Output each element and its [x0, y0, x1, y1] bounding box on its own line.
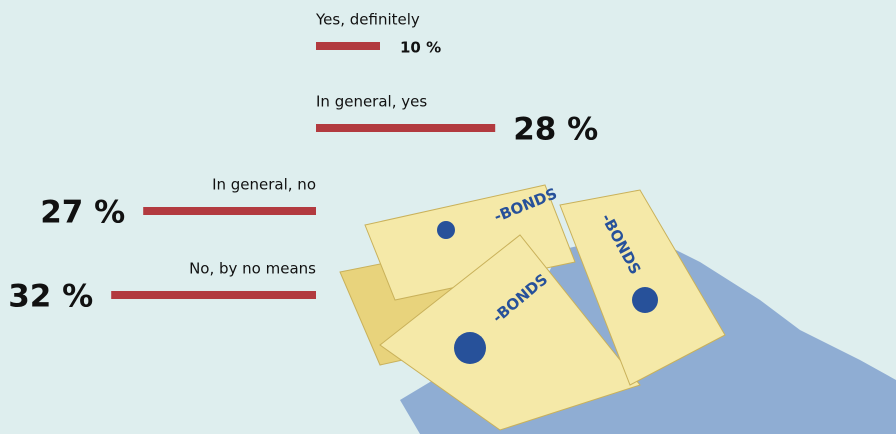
value-label: 27 % — [40, 195, 125, 231]
bar — [316, 42, 380, 50]
bar — [316, 124, 496, 132]
virus-icon — [632, 287, 658, 313]
category-label: Yes, definitely — [315, 11, 420, 29]
bar — [143, 207, 316, 215]
value-label: 10 % — [400, 39, 441, 57]
virus-icon — [437, 221, 455, 239]
illustration: -BONDS -BONDS -BONDS — [339, 184, 896, 434]
category-label: No, by no means — [189, 260, 316, 278]
category-label: In general, yes — [316, 93, 427, 111]
category-label: In general, no — [212, 176, 316, 194]
value-label: 32 % — [8, 279, 93, 315]
virus-icon — [454, 332, 486, 364]
bill — [379, 234, 641, 431]
bar — [111, 291, 316, 299]
value-label: 28 % — [513, 112, 598, 148]
